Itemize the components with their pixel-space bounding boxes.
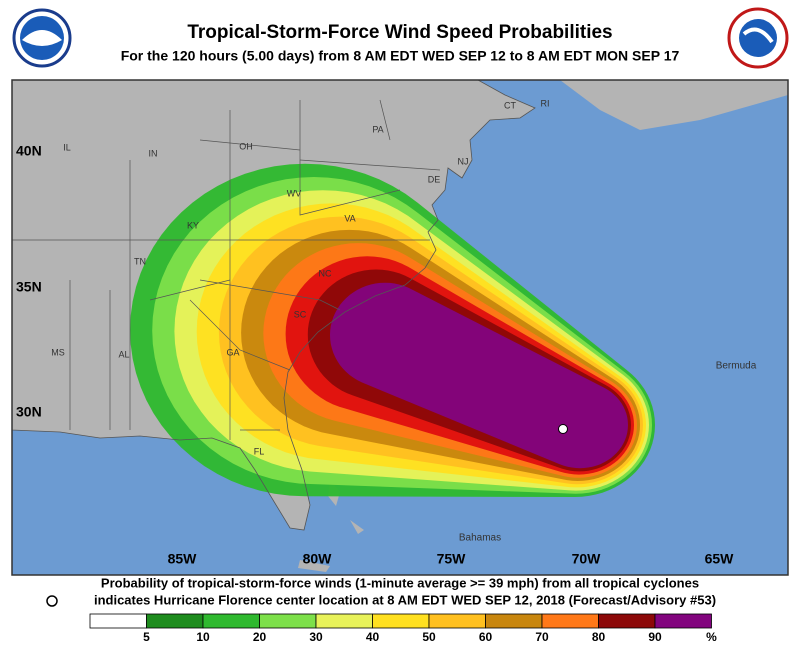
legend-swatch [146, 613, 204, 629]
state-line [299, 100, 401, 216]
subtitle: For the 120 hours (5.00 days) from 8 AM … [121, 48, 680, 64]
legend-label: 60 [479, 630, 493, 644]
probability-swath [330, 282, 628, 469]
map-frame [11, 79, 789, 576]
state-line [189, 299, 291, 371]
legend-swatch [598, 613, 656, 629]
legend-swatch [654, 613, 712, 629]
state-line [199, 279, 341, 311]
place-label: Bahamas [459, 533, 501, 544]
place-label: FL [254, 446, 265, 456]
place-label: RI [541, 98, 550, 108]
lon-label: 65W [705, 551, 735, 567]
legend: 5 10 20 30 40 50 60 70 80 90% [89, 613, 717, 644]
legend-swatch [315, 613, 373, 629]
legend-swatch [89, 613, 147, 629]
legend-label: 90 [648, 630, 662, 644]
state-line [299, 159, 441, 171]
state-line [379, 99, 391, 141]
state-line [149, 279, 231, 301]
lon-label: 70W [572, 551, 602, 567]
legend-swatch [259, 613, 317, 629]
place-label: PA [372, 124, 383, 134]
legend-label: 50 [422, 630, 436, 644]
place-label: VA [344, 213, 355, 223]
state-line [199, 139, 301, 151]
place-label: NJ [458, 156, 469, 166]
noaa-logo [12, 8, 72, 68]
place-label: IN [149, 148, 158, 158]
place-label: TN [134, 256, 146, 266]
coastline [11, 79, 536, 531]
legend-label: 70 [535, 630, 549, 644]
legend-swatch [372, 613, 430, 629]
place-label: MS [51, 347, 65, 357]
footer-line1: Probability of tropical-storm-force wind… [101, 575, 699, 590]
lat-label: 40N [16, 143, 42, 159]
place-label: CT [504, 100, 516, 110]
footer-line2: indicates Hurricane Florence center loca… [94, 592, 716, 607]
lon-label: 80W [303, 551, 333, 567]
legend-label: 20 [253, 630, 267, 644]
legend-label: 40 [366, 630, 380, 644]
legend-label: 5 [143, 630, 150, 644]
lon-label: 75W [437, 551, 467, 567]
place-label: NC [319, 268, 332, 278]
legend-swatch [541, 613, 599, 629]
legend-swatch [202, 613, 260, 629]
title: Tropical-Storm-Force Wind Speed Probabil… [187, 22, 612, 43]
place-label: IL [63, 142, 71, 152]
bahamas [298, 480, 364, 572]
map: 40N 35N 30N 85W 80W 75W 70W 65W IL IN OH PA NJ CT RI WV… [11, 79, 788, 575]
place-label: Bermuda [716, 361, 757, 372]
place-label: OH [239, 141, 253, 151]
land-east [560, 80, 788, 130]
lat-label: 35N [16, 279, 42, 295]
place-label: SC [294, 309, 307, 319]
legend-swatch [428, 613, 486, 629]
storm-center [558, 424, 568, 434]
place-label: KY [187, 220, 199, 230]
place-label: WV [287, 188, 302, 198]
place-label: AL [118, 349, 129, 359]
legend-swatch [485, 613, 543, 629]
nws-logo [727, 7, 789, 69]
center-symbol [46, 595, 58, 607]
place-label: GA [226, 347, 239, 357]
legend-label: 10 [196, 630, 210, 644]
legend-label: 80 [592, 630, 606, 644]
place-label: DE [428, 174, 441, 184]
lat-label: 30N [16, 404, 42, 420]
legend-label: % [706, 630, 717, 644]
lon-label: 85W [168, 551, 198, 567]
legend-label: 30 [309, 630, 323, 644]
